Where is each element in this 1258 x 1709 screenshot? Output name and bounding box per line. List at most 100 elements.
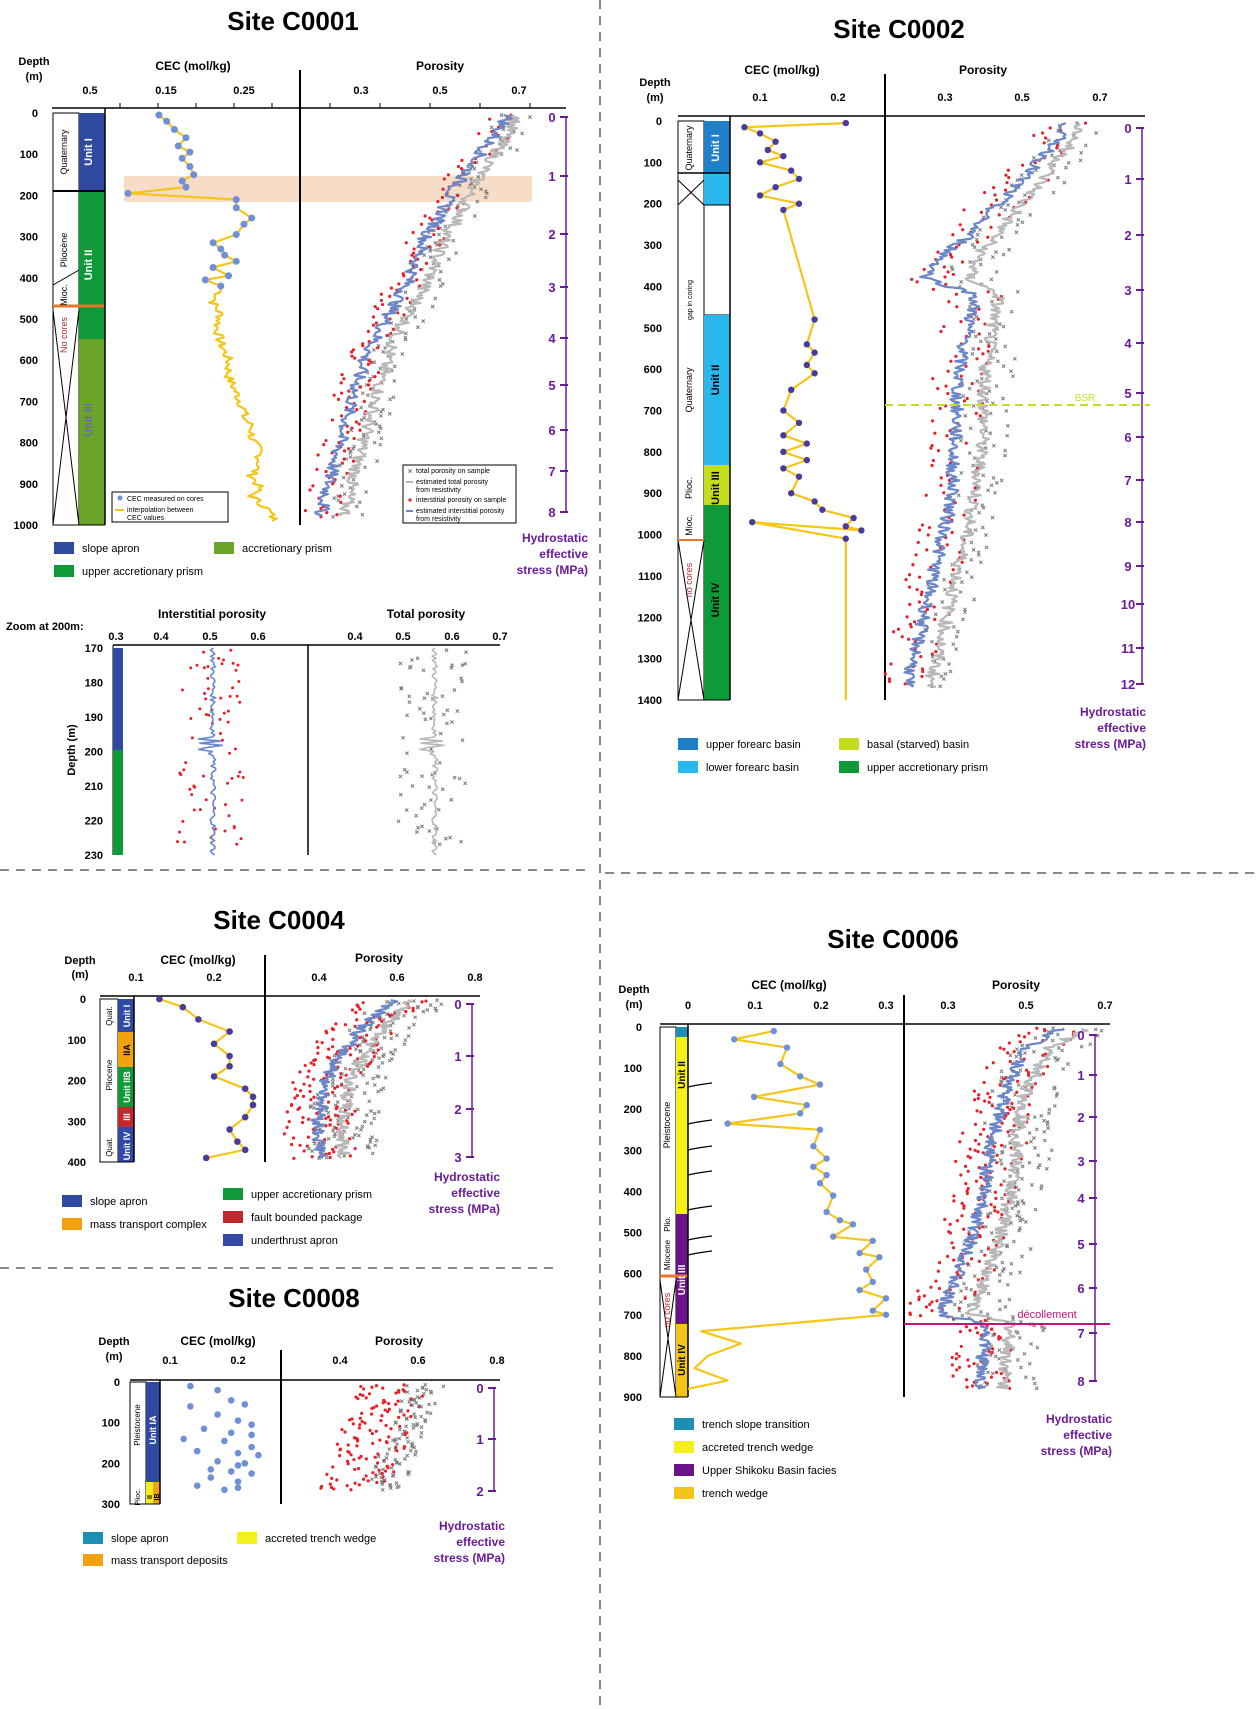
total-porosity-sample-mark (986, 488, 991, 493)
total-porosity-sample-mark (359, 1127, 363, 1132)
total-porosity-sample-mark (312, 1101, 317, 1106)
total-porosity-sample-mark (1029, 1139, 1034, 1144)
unit-label: Unit III (83, 403, 95, 437)
interstitial-porosity-sample (374, 1429, 378, 1433)
interstitial-porosity-sample (950, 1355, 954, 1360)
stress-axis-title: effective (1097, 721, 1146, 735)
total-porosity-sample-mark (407, 1399, 412, 1404)
interstitial-porosity-sample (908, 1312, 912, 1316)
interstitial-porosity-sample (889, 662, 893, 666)
total-porosity-sample-mark (472, 166, 477, 171)
interstitial-porosity-sample (1030, 1085, 1034, 1090)
total-porosity-sample-mark (1042, 1138, 1047, 1143)
age-label: Quaternary (684, 125, 694, 171)
legend-accretionary-prism-swatch (214, 542, 234, 554)
legend-text: from resistivity (416, 516, 461, 523)
unit-label: Unit II (83, 250, 95, 281)
interstitial-porosity-sample (1021, 163, 1025, 167)
total-porosity-sample-mark (990, 1089, 995, 1094)
total-porosity-sample-mark (1049, 153, 1054, 158)
total-porosity-sample-mark (964, 570, 969, 575)
stress-tick-label: 2 (1124, 228, 1131, 243)
site-title: Site C0002 (833, 14, 965, 44)
interstitial-porosity-sample (324, 438, 328, 443)
interstitial-porosity-sample (349, 1488, 353, 1492)
stress-tick-label: 1 (1124, 172, 1131, 187)
cec-core-measurement (819, 506, 826, 513)
total-porosity-sample-mark (1009, 309, 1014, 314)
total-porosity-sample-mark (515, 148, 520, 153)
cec-core-measurement (234, 1417, 242, 1424)
interstitial-porosity-sample (385, 1440, 389, 1445)
total-porosity-sample-mark (343, 1066, 348, 1071)
total-porosity-sample-mark (1023, 1375, 1028, 1380)
interstitial-porosity-sample (934, 1279, 938, 1283)
interstitial-porosity-sample (365, 1033, 369, 1037)
total-porosity-sample-mark (1016, 200, 1021, 205)
zoom-interstitial-sample (188, 787, 192, 791)
interstitial-porosity-sample (929, 1285, 933, 1289)
cec-core-measurement (803, 361, 810, 369)
interstitial-porosity-sample (958, 550, 962, 554)
interstitial-porosity-sample (328, 1482, 332, 1486)
total-porosity-sample-mark (400, 1432, 405, 1437)
interstitial-porosity-sample (985, 1066, 989, 1070)
interstitial-porosity-line (937, 1027, 1065, 1390)
depth-axis-title: Depth (64, 955, 95, 967)
interstitial-porosity-sample (351, 459, 356, 463)
interstitial-porosity-sample (392, 1470, 396, 1474)
interstitial-porosity-sample (370, 1406, 374, 1411)
total-porosity-sample-mark (451, 238, 456, 243)
legend-text: interpolation between (127, 507, 194, 514)
interstitial-porosity-sample (300, 1120, 305, 1125)
stress-tick-label: 7 (1124, 473, 1131, 488)
zoom-total-sample (438, 731, 443, 736)
total-porosity-sample-mark (1001, 324, 1006, 329)
total-porosity-sample-mark (943, 671, 948, 676)
interstitial-porosity-sample (968, 1328, 972, 1332)
interstitial-porosity-sample (328, 1155, 332, 1160)
total-porosity-sample-mark (348, 485, 353, 490)
total-porosity-sample-mark (368, 1027, 373, 1032)
interstitial-porosity-sample (962, 1204, 966, 1208)
zoom-interstitial-sample (220, 738, 224, 742)
interstitial-porosity-sample (350, 354, 354, 358)
interstitial-porosity-sample (1027, 1103, 1031, 1107)
cec-core-measurement (241, 1460, 249, 1467)
interstitial-porosity-sample (1041, 1072, 1046, 1076)
interstitial-porosity-sample (335, 1442, 340, 1446)
interstitial-porosity-sample (910, 277, 914, 281)
cec-core-measurement (232, 231, 240, 239)
zoom-total-sample (423, 717, 428, 722)
interstitial-porosity-sample (1018, 1040, 1022, 1044)
interstitial-porosity-sample (896, 627, 901, 631)
total-porosity-sample-mark (1003, 207, 1008, 212)
x-tick-label: 0.1 (128, 972, 143, 984)
total-porosity-sample-mark (991, 443, 996, 448)
total-porosity-sample-mark (413, 1452, 418, 1457)
interstitial-porosity-sample (950, 1363, 954, 1367)
total-porosity-sample-mark (414, 1423, 419, 1428)
zoom-total-sample (460, 663, 465, 668)
legend-fault-bounded-label: fault bounded package (251, 1212, 362, 1224)
interstitial-porosity-sample (358, 1416, 362, 1420)
interstitial-porosity-sample (916, 540, 920, 545)
interstitial-porosity-sample (356, 1397, 360, 1401)
interstitial-porosity-sample (983, 1099, 987, 1103)
interstitial-porosity-sample (366, 1479, 370, 1483)
interstitial-porosity-sample (974, 1326, 978, 1330)
total-porosity-sample-mark (961, 617, 965, 622)
interstitial-porosity-sample (302, 1082, 306, 1086)
total-porosity-sample-mark (1015, 1213, 1020, 1218)
interstitial-porosity-sample (364, 1457, 368, 1461)
interstitial-porosity-sample (310, 1155, 314, 1159)
total-porosity-sample-mark (971, 317, 976, 322)
interstitial-porosity-sample (334, 1126, 338, 1130)
cec-core-measurement (741, 124, 748, 131)
cec-core-measurement (772, 138, 779, 145)
legend-accretionary-prism-label: accretionary prism (242, 543, 332, 555)
total-porosity-sample-mark (1022, 1050, 1027, 1055)
interstitial-porosity-sample (948, 1231, 953, 1235)
stress-tick-label: 5 (548, 378, 555, 393)
